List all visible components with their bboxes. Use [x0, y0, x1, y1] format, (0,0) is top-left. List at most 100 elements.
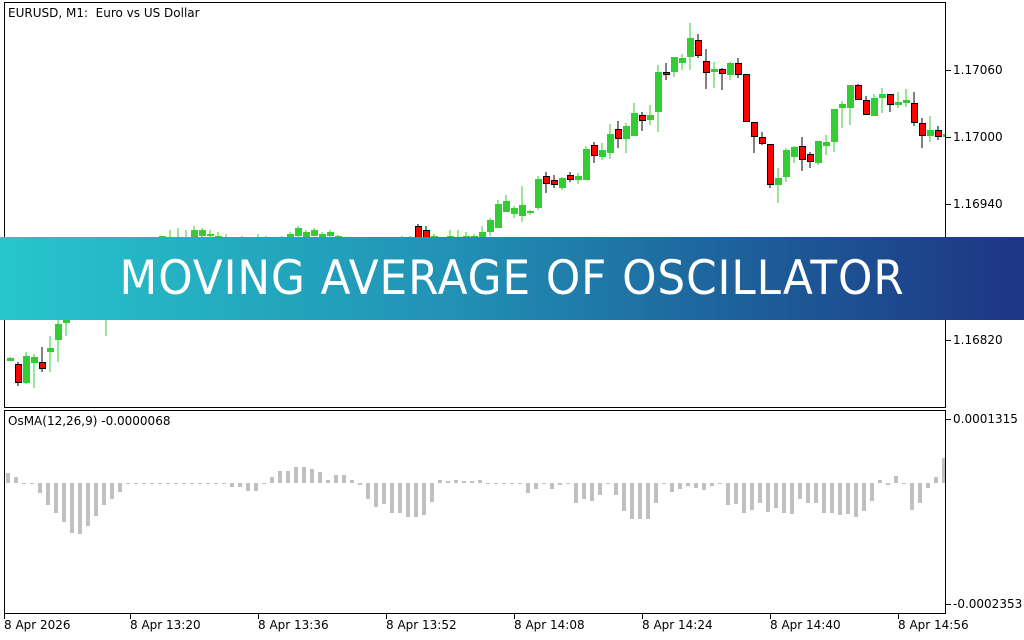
candle-bull	[199, 230, 206, 236]
osma-bar	[302, 467, 306, 483]
osma-bar	[382, 483, 386, 504]
candle-bull	[303, 232, 310, 238]
osma-bar	[702, 483, 706, 490]
osma-bar	[430, 483, 434, 502]
osma-bar	[918, 483, 922, 503]
osma-bar	[374, 483, 378, 507]
time-label: 8 Apr 13:36	[258, 614, 329, 632]
candle-bull	[727, 63, 734, 75]
osma-bar	[742, 483, 746, 513]
osma-bar	[38, 483, 42, 493]
osma-bar	[414, 483, 418, 517]
osma-bar	[30, 483, 34, 484]
candle-bull	[791, 147, 798, 157]
osma-bar	[622, 483, 626, 511]
candle-bull	[839, 104, 846, 108]
osma-bar	[94, 483, 98, 516]
candle-bear	[567, 175, 574, 180]
candle-bear	[703, 61, 710, 73]
candle-bull	[815, 141, 822, 163]
candle-bull	[607, 134, 614, 153]
time-label: 8 Apr 13:52	[386, 614, 457, 632]
osma-bar	[582, 483, 586, 499]
price-label: 1.16820	[946, 333, 1003, 347]
candle-bear	[887, 94, 894, 105]
price-chart-pane[interactable]: EURUSD, M1: Euro vs US Dollar	[4, 2, 946, 408]
candle-bear	[751, 122, 758, 137]
candle-bull	[47, 348, 54, 352]
candle-bull	[327, 232, 334, 236]
time-label: 8 Apr 14:40	[770, 614, 841, 632]
osma-bar	[710, 483, 714, 486]
osma-bar	[870, 483, 874, 501]
candle-bear	[615, 129, 622, 139]
osma-bar	[646, 483, 650, 519]
candle-bear	[919, 123, 926, 136]
candle-bull	[831, 109, 838, 142]
osma-min-label: -0.0002353	[946, 597, 1022, 611]
candle-bull	[479, 232, 486, 238]
candle-bull	[55, 324, 62, 340]
osma-bar	[894, 476, 898, 483]
osma-bar	[750, 483, 754, 510]
osma-bar	[942, 458, 945, 483]
osma-bar	[366, 483, 370, 499]
candle-bull	[495, 204, 502, 228]
candle-bull	[879, 94, 886, 98]
osma-bar	[262, 483, 266, 484]
candle-bull	[599, 150, 606, 157]
osma-bar	[686, 483, 690, 486]
osma-bar	[246, 483, 250, 491]
osma-bar	[310, 469, 314, 483]
osma-bar	[190, 483, 194, 484]
osma-bar	[478, 480, 482, 483]
candle-bear	[15, 364, 22, 383]
osma-bar	[118, 483, 122, 492]
osma-bar	[926, 483, 930, 488]
candle-bull	[927, 130, 934, 136]
osma-bar	[782, 483, 786, 513]
osma-bar	[158, 483, 162, 484]
candle-bear	[415, 226, 422, 238]
candle-bear	[663, 72, 670, 75]
osma-indicator-pane[interactable]: OsMA(12,26,9) -0.0000068	[4, 410, 946, 614]
chart-title: EURUSD, M1: Euro vs US Dollar	[8, 6, 200, 20]
osma-bar	[830, 483, 834, 513]
candle-bull	[519, 205, 526, 216]
candle-bull	[191, 230, 198, 238]
candle-bull	[823, 142, 830, 146]
osma-bar	[678, 483, 682, 489]
candle-bear	[695, 40, 702, 56]
osma-bar	[566, 483, 570, 484]
osma-bar	[22, 483, 26, 484]
candle-bear	[911, 103, 918, 123]
price-label: 1.16940	[946, 197, 1003, 211]
candle-bull	[7, 358, 14, 361]
candle-bull	[647, 115, 654, 120]
osma-bar	[862, 483, 866, 511]
osma-bar	[734, 483, 738, 504]
osma-bar	[294, 467, 298, 483]
osma-bar	[774, 483, 778, 508]
candle-bull	[631, 113, 638, 136]
candle-bear	[807, 154, 814, 162]
candle-bull	[503, 201, 510, 212]
candle-bull	[527, 211, 534, 213]
osma-bar	[62, 483, 66, 522]
candle-bear	[639, 115, 646, 121]
osma-bar	[110, 483, 114, 499]
osma-bar	[462, 481, 466, 483]
osma-bar	[822, 483, 826, 513]
osma-bar	[758, 483, 762, 503]
osma-bar	[238, 483, 242, 487]
osma-bar	[518, 483, 522, 484]
price-label: 1.17000	[946, 130, 1003, 144]
candle-bull	[671, 57, 678, 72]
candle-bull	[31, 357, 38, 363]
candlestick-series	[7, 23, 945, 388]
osma-bar	[502, 483, 506, 484]
osma-bar	[534, 483, 538, 489]
osma-bar	[334, 475, 338, 483]
candle-bull	[487, 220, 494, 232]
osma-bar	[126, 483, 130, 484]
